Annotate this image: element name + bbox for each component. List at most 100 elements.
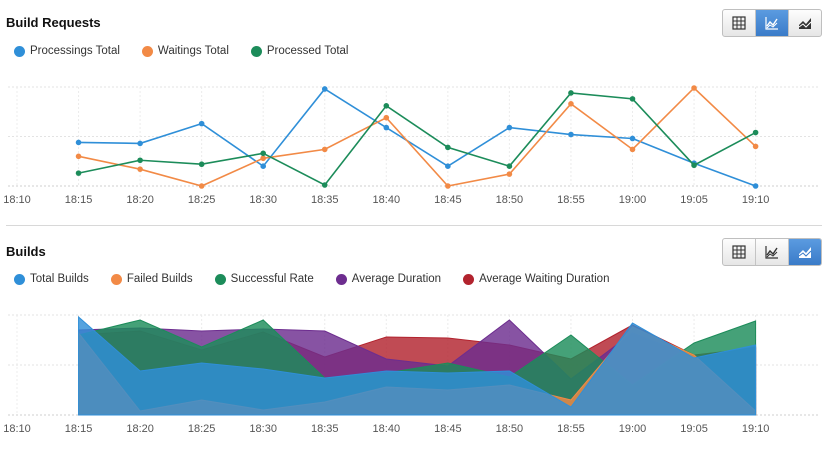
x-tick-label: 18:40 — [373, 194, 401, 206]
data-point — [260, 155, 267, 162]
data-point — [445, 163, 451, 169]
x-tick-label: 19:10 — [742, 194, 770, 206]
builds-panel: Builds To — [0, 228, 828, 453]
x-tick-label: 18:35 — [311, 423, 339, 435]
data-point — [75, 153, 82, 160]
legend-label: Total Builds — [30, 273, 89, 285]
x-tick-label: 18:15 — [65, 423, 93, 435]
line-chart-icon — [765, 246, 778, 259]
x-tick-label: 19:05 — [680, 423, 708, 435]
table-icon — [732, 245, 746, 259]
x-tick-label: 18:50 — [496, 194, 524, 206]
table-view-button[interactable] — [723, 239, 756, 265]
panel-divider — [6, 225, 822, 226]
data-point — [321, 146, 328, 153]
legend-item-processings-total[interactable]: Processings Total — [14, 45, 120, 57]
series-line — [78, 87, 756, 187]
data-point — [752, 143, 759, 150]
legend-item-waitings-total[interactable]: Waitings Total — [141, 45, 229, 57]
legend-item-successful-rate[interactable]: Successful Rate — [214, 273, 314, 285]
area-chart-icon — [798, 247, 812, 258]
legend-label: Average Waiting Duration — [479, 273, 610, 285]
data-point — [260, 150, 267, 157]
data-point — [445, 144, 451, 151]
data-point — [260, 163, 267, 169]
x-tick-label: 19:00 — [619, 423, 647, 435]
x-tick-label: 18:25 — [188, 423, 216, 435]
legend-label: Processed Total — [266, 45, 349, 57]
data-point — [568, 90, 574, 96]
x-tick-label: 18:10 — [3, 423, 31, 435]
x-tick-label: 19:00 — [619, 194, 647, 206]
data-point — [198, 120, 205, 127]
legend-item-failed-builds[interactable]: Failed Builds — [110, 273, 193, 285]
legend-swatch — [214, 273, 226, 285]
data-point — [445, 183, 451, 189]
data-point — [568, 131, 574, 138]
build-requests-line-chart: 18:10 18:15 18:20 18:25 18:30 18:35 18:40 18:45… — [3, 85, 820, 206]
line-view-button[interactable] — [756, 10, 789, 36]
legend-swatch — [250, 45, 262, 57]
legend-label: Failed Builds — [126, 273, 193, 285]
legend-label: Waitings Total — [157, 45, 229, 57]
table-view-button[interactable] — [723, 10, 756, 36]
legend-swatch — [14, 273, 25, 285]
legend-item-processed-total[interactable]: Processed Total — [250, 45, 349, 57]
data-point — [383, 114, 390, 121]
x-tick-label: 18:45 — [434, 194, 462, 206]
legend-item-total-builds[interactable]: Total Builds — [14, 273, 89, 285]
x-tick-label: 19:10 — [742, 423, 770, 435]
data-point — [629, 96, 636, 102]
x-tick-label: 18:15 — [65, 194, 93, 206]
data-point — [752, 129, 759, 136]
area-view-button[interactable] — [789, 10, 821, 36]
x-tick-label: 18:55 — [557, 423, 585, 435]
legend-item-average-duration[interactable]: Average Duration — [335, 273, 442, 285]
data-point — [506, 124, 513, 131]
series-area — [78, 315, 757, 416]
legend-label: Average Duration — [351, 273, 442, 285]
line-chart-icon — [765, 17, 778, 30]
x-tick-label: 19:05 — [680, 194, 708, 206]
data-point — [506, 163, 513, 169]
data-point — [691, 85, 697, 91]
data-point — [75, 170, 82, 176]
x-tick-label: 18:55 — [557, 194, 585, 206]
x-tick-label: 18:25 — [188, 194, 216, 206]
table-icon — [732, 16, 746, 30]
build-requests-panel: Build Requests — [0, 0, 828, 222]
area-chart-icon — [798, 18, 812, 29]
data-point — [137, 166, 143, 172]
legend-swatch — [335, 273, 347, 285]
series-line — [78, 86, 757, 187]
data-point — [629, 135, 636, 142]
data-point — [137, 157, 143, 164]
data-point — [629, 146, 636, 153]
data-point — [383, 124, 390, 131]
legend-swatch — [110, 273, 122, 285]
legend-item-average-waiting-duration[interactable]: Average Waiting Duration — [463, 273, 609, 285]
x-tick-label: 18:45 — [434, 423, 462, 435]
x-tick-label: 18:20 — [126, 423, 154, 435]
area-view-button[interactable] — [789, 239, 821, 265]
data-point — [137, 140, 143, 147]
view-toggle-group — [722, 238, 822, 266]
x-tick-label: 18:35 — [311, 194, 339, 206]
data-point — [383, 103, 390, 109]
x-tick-label: 18:30 — [249, 423, 277, 435]
data-point — [506, 171, 513, 177]
chart-legend: Total Builds Failed Builds Successful Ra… — [14, 273, 609, 285]
data-point — [568, 101, 574, 107]
legend-label: Processings Total — [30, 45, 120, 57]
x-tick-label: 18:30 — [249, 194, 277, 206]
panel-title: Builds — [6, 244, 46, 259]
series-line — [78, 92, 756, 187]
x-tick-label: 18:10 — [3, 194, 31, 206]
legend-swatch — [14, 45, 25, 57]
legend-label: Successful Rate — [230, 273, 314, 285]
x-tick-label: 18:50 — [496, 423, 524, 435]
line-view-button[interactable] — [756, 239, 789, 265]
data-point — [321, 182, 328, 188]
x-tick-label: 18:40 — [373, 423, 401, 435]
panel-title: Build Requests — [6, 15, 101, 30]
